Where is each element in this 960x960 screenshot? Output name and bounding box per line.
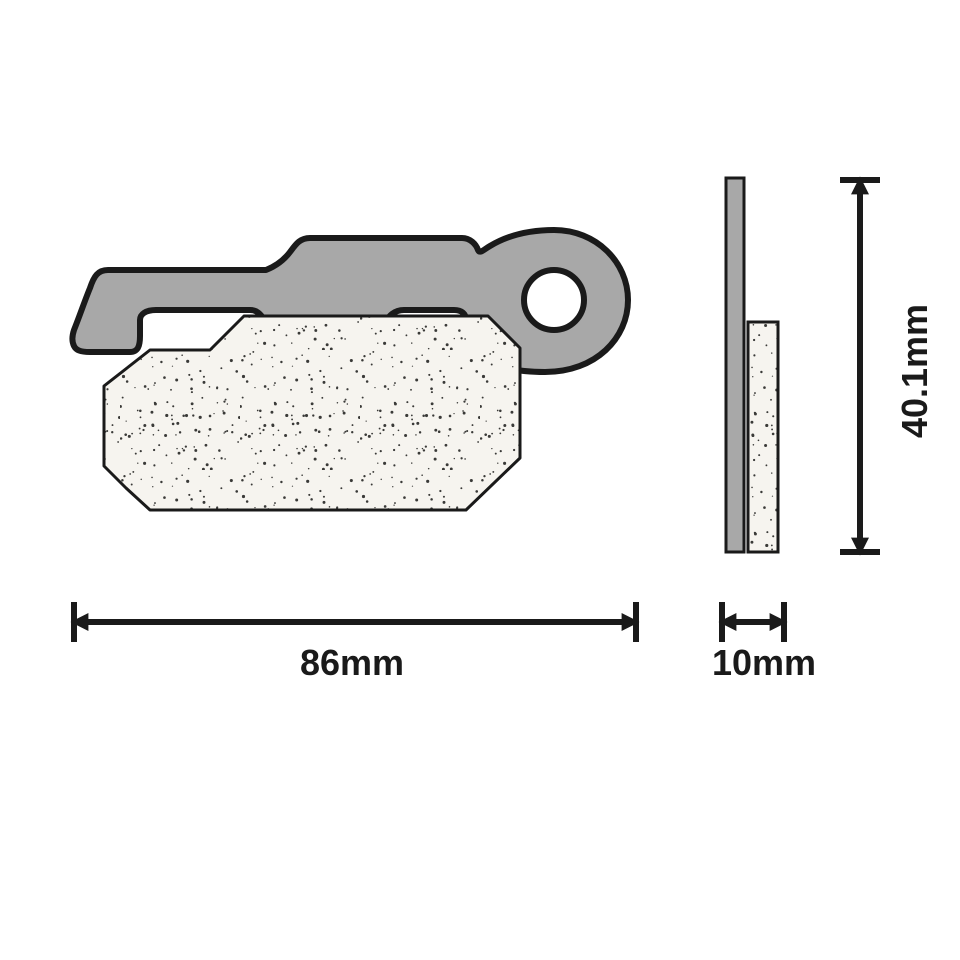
dimension-label-thickness: 10mm [712,642,816,684]
technical-drawing [0,0,960,960]
friction-material-front [104,316,520,510]
dimension-label-width: 86mm [300,642,404,684]
friction-material-side [748,322,778,552]
diagram-stage: 86mm 10mm 40.1mm [0,0,960,960]
dimension-label-height: 40.1mm [894,304,936,438]
brake-pad-front [73,230,629,510]
brake-pad-side [726,178,778,552]
